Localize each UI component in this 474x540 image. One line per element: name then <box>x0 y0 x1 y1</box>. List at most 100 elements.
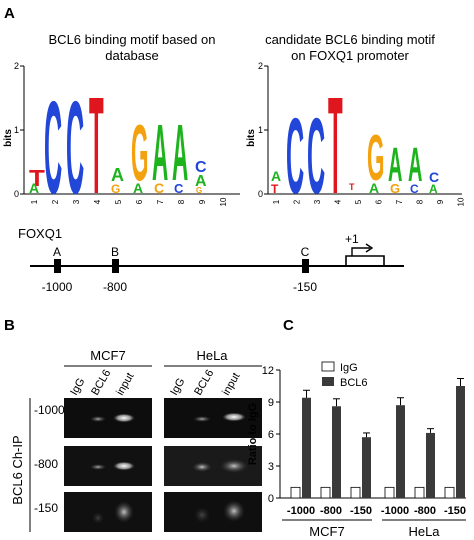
logo-left-title-line2: database <box>105 48 159 63</box>
tss-arrowhead <box>365 243 374 253</box>
panel-b-label: B <box>4 317 15 334</box>
logo-left-letter: G <box>131 109 148 197</box>
logo-left-position-label: 3 <box>72 199 81 204</box>
logo-left-letter: A <box>29 180 39 196</box>
group-label: HeLa <box>408 524 440 539</box>
logo-left-letter: A <box>111 165 124 185</box>
binding-site-a <box>54 259 61 273</box>
legend-label-bcl6: BCL6 <box>340 377 368 389</box>
hela-lane-bcl6: BCL6 <box>192 368 216 398</box>
chip-ylabel: BCL6 Ch-IP <box>10 435 25 504</box>
logo-right-position-label: 2 <box>293 199 302 204</box>
bar-igg <box>444 486 455 499</box>
logo-right-letter: C <box>410 182 419 196</box>
y-tick-label: 0 <box>268 493 274 505</box>
logo-right: 2 1 0 bits 1 2 3 4 5 6 7 8 9 10 A T C C T T G A A… <box>246 61 466 222</box>
hela-lane-input: input <box>220 371 242 398</box>
logo-left-letter: A <box>133 180 143 196</box>
logo-right-position-label: 8 <box>416 199 425 204</box>
logo-right-letter: C <box>429 169 439 185</box>
group-label: MCF7 <box>309 524 344 539</box>
bar-bcl6 <box>396 405 405 498</box>
legend-swatch-bcl6 <box>322 377 334 386</box>
y-tick-label: 12 <box>262 365 274 377</box>
y-axis-label: Ratio to IgG <box>247 403 259 465</box>
panel-a-label: A <box>4 5 15 22</box>
row-label-1000: -1000 <box>34 403 65 417</box>
logo-right-position-label: 7 <box>395 199 404 204</box>
y-tick-label: 3 <box>268 461 274 473</box>
site-a-position: -1000 <box>42 280 73 294</box>
y-tick-label: 9 <box>268 397 274 409</box>
logo-right-letter: A <box>369 180 379 196</box>
legend-swatch-igg <box>321 361 335 372</box>
gene-name: FOXQ1 <box>18 226 62 241</box>
site-b-position: -800 <box>103 280 127 294</box>
mcf7-lane-input: input <box>114 371 136 398</box>
tss-box <box>345 255 385 266</box>
logo-left: 2 1 0 bits 1 2 3 4 5 6 7 8 9 10 T A C C T A G G A… <box>3 61 240 222</box>
site-b-label: B <box>111 245 119 259</box>
logo-right-letter: C <box>307 95 325 216</box>
logo-left-letter: A <box>172 109 188 197</box>
logo-left-letter: C <box>195 159 207 176</box>
bar-chart: 0 3 6 9 12 Ratio to IgG -1000 -800 -150 -1000 -800… <box>247 361 466 539</box>
bar-bcl6 <box>302 397 311 498</box>
logo-right-position-label: 1 <box>272 199 281 204</box>
site-c-position: -150 <box>293 280 317 294</box>
logo-left-position-label: 2 <box>51 199 60 204</box>
logo-left-letter: T <box>29 166 45 192</box>
logo-right-title-line1: candidate BCL6 binding motif <box>265 32 435 47</box>
bar-bcl6 <box>456 386 465 498</box>
site-c-label: C <box>301 245 310 259</box>
x-tick-label: -150 <box>350 505 372 517</box>
logo-right-ytick-2: 2 <box>258 61 263 71</box>
legend-label-igg: IgG <box>340 362 358 374</box>
logo-left-position-label: 6 <box>135 199 144 204</box>
binding-site-b <box>112 259 119 273</box>
logo-right-letter: A <box>408 138 422 192</box>
gel-mcf7 <box>64 398 152 532</box>
group-hela-label: HeLa <box>196 348 228 363</box>
logo-right-ytick-1: 1 <box>258 125 263 135</box>
logo-left-position-label: 7 <box>156 199 165 204</box>
x-tick-label: -1000 <box>287 505 315 517</box>
bar-igg <box>414 486 425 499</box>
logo-left-position-label: 5 <box>114 199 123 204</box>
group-mcf7-label: MCF7 <box>90 348 125 363</box>
logo-right-letter: C <box>286 95 304 216</box>
row-label-800: -800 <box>34 457 58 471</box>
logo-right-position-label: 3 <box>313 199 322 204</box>
bar-igg <box>290 486 301 499</box>
logo-right-letter: T <box>349 182 355 192</box>
promoter-diagram: FOXQ1 A B C -1000 -800 -150 +1 <box>18 226 404 294</box>
logo-right-letter: T <box>328 68 343 223</box>
bar-bcl6 <box>426 432 435 498</box>
logo-left-ytick-2: 2 <box>14 61 19 71</box>
logo-right-letter: T <box>271 182 279 196</box>
logo-right-position-label: 6 <box>375 199 384 204</box>
logo-left-position-label: 8 <box>177 199 186 204</box>
bar-igg <box>384 486 395 499</box>
x-tick-label: -1000 <box>381 505 409 517</box>
y-tick-label: 6 <box>268 429 274 441</box>
bar-igg <box>350 486 361 499</box>
logo-right-position-label: 4 <box>334 199 343 204</box>
logo-left-ylabel: bits <box>3 129 14 147</box>
panel-c-label: C <box>283 317 294 334</box>
logo-left-letter: C <box>66 75 84 222</box>
row-label-150: -150 <box>34 501 58 515</box>
logo-right-position-label: 9 <box>436 199 445 204</box>
binding-site-c <box>302 259 309 273</box>
gel-hela <box>164 398 262 532</box>
x-tick-label: -800 <box>320 505 342 517</box>
logo-left-position-label: 10 <box>219 197 228 206</box>
logo-left-letter: A <box>195 173 207 190</box>
logo-right-ylabel: bits <box>246 129 257 147</box>
logo-right-title-line2: on FOXQ1 promoter <box>291 48 409 63</box>
tss-label: +1 <box>345 232 359 246</box>
logo-left-position-label: 1 <box>30 199 39 204</box>
logo-left-position-label: 4 <box>93 199 102 204</box>
logo-right-letter: G <box>367 123 384 195</box>
